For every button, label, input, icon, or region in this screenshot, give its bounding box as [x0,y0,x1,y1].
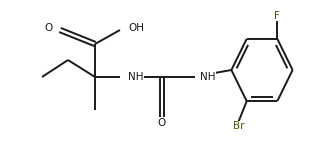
Text: NH: NH [128,72,144,82]
Text: OH: OH [128,23,144,33]
Text: F: F [274,11,280,21]
Text: Br: Br [233,121,245,131]
Text: O: O [158,118,166,128]
Text: NH: NH [200,72,215,82]
Text: O: O [45,23,53,33]
